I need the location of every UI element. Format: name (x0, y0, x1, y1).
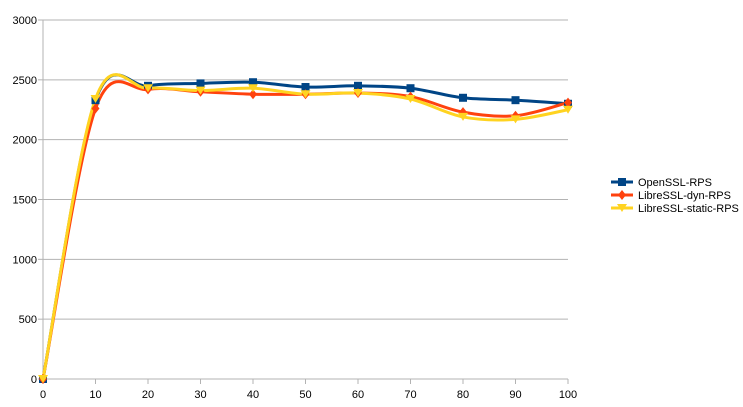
data-point-libressl-static-rps (563, 105, 573, 114)
data-point-openssl-rps (459, 93, 467, 102)
data-point-libressl-static-rps (143, 84, 153, 93)
gridlines (43, 19, 568, 380)
x-tick-label: 70 (404, 389, 416, 401)
y-tick-label: 2500 (13, 75, 37, 87)
axes: 0 500 1000 1500 2000 2500 3000 0 10 20 30 40 50 60 70 8… (13, 15, 578, 401)
series-line-libressl-dyn-rps (41, 80, 569, 380)
legend: OpenSSL-RPSLibreSSL-dyn-RPSLibreSSL-stat… (611, 177, 739, 215)
legend-entry-libressl-dyn-rps: LibreSSL-dyn-RPS (611, 190, 731, 202)
x-tick-label: 80 (457, 389, 469, 401)
data-point-openssl-rps (354, 81, 362, 90)
data-point-openssl-rps (511, 96, 520, 105)
y-tick-label: 1500 (13, 195, 37, 207)
data-point-libressl-static-rps (300, 90, 311, 99)
y-tick-label: 2000 (13, 135, 37, 147)
x-tick-label: 50 (299, 389, 311, 401)
data-point-libressl-static-rps (38, 375, 48, 383)
data-point-libressl-dyn-rps (564, 97, 572, 108)
legend-label: OpenSSL-RPS (638, 177, 712, 189)
x-tick-label: 0 (40, 389, 46, 401)
legend-entry-libressl-static-rps: LibreSSL-static-RPS (611, 203, 739, 215)
x-tick-label: 40 (247, 389, 259, 401)
x-tick-label: 30 (194, 389, 206, 401)
legend-swatch-marker (618, 190, 626, 200)
data-point-libressl-static-rps (248, 84, 258, 93)
data-point-libressl-dyn-rps (91, 103, 100, 114)
data-point-libressl-static-rps (405, 94, 416, 103)
data-point-openssl-rps (249, 78, 257, 87)
data-point-openssl-rps (406, 84, 415, 93)
data-point-libressl-static-rps (353, 88, 363, 97)
data-point-openssl-rps (301, 83, 310, 92)
legend-label: LibreSSL-static-RPS (638, 203, 739, 215)
data-point-libressl-static-rps (510, 115, 521, 124)
data-point-libressl-dyn-rps (249, 89, 257, 100)
x-tick-label: 100 (559, 389, 577, 401)
series-markers (38, 78, 573, 384)
y-tick-label: 1000 (13, 254, 37, 266)
legend-swatch-marker (618, 178, 626, 186)
x-tick-label: 20 (142, 389, 154, 401)
y-tick-label: 0 (31, 374, 37, 386)
x-tick-label: 10 (89, 389, 101, 401)
data-point-libressl-static-rps (90, 94, 101, 103)
y-tick-label: 500 (19, 314, 37, 326)
legend-swatch-marker (617, 204, 627, 212)
legend-entry-openssl-rps: OpenSSL-RPS (611, 177, 712, 189)
x-tick-label: 60 (352, 389, 364, 401)
data-point-libressl-static-rps (458, 112, 468, 121)
y-tick-label: 3000 (13, 15, 37, 27)
series-lines (41, 73, 569, 380)
legend-label: LibreSSL-dyn-RPS (638, 190, 731, 202)
series-line-libressl-static-rps (41, 73, 569, 380)
data-point-openssl-rps (196, 79, 205, 88)
data-point-libressl-static-rps (195, 86, 206, 95)
x-tick-label: 90 (509, 389, 521, 401)
